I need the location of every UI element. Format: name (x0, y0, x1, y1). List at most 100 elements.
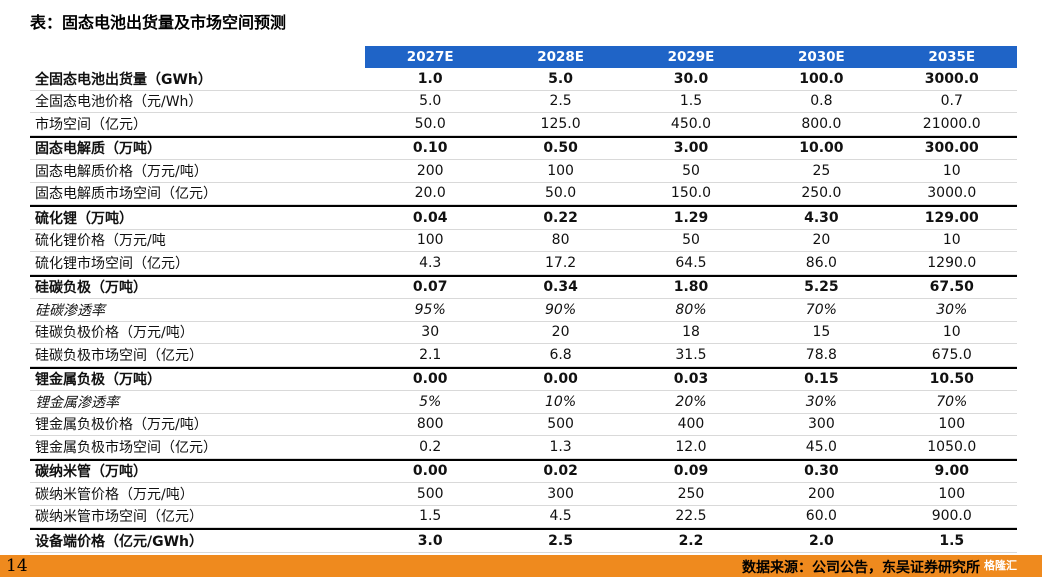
table-cell: 12.0 (675, 438, 707, 455)
table-cell: 400 (677, 416, 705, 433)
table-cell: 10.00 (799, 140, 844, 157)
row-label: 锂金属渗透率 (35, 394, 119, 411)
table-cell: 6.8 (549, 346, 572, 363)
table-cell: 150.0 (670, 185, 712, 202)
table-cell: 500 (416, 485, 444, 502)
table-cell: 5% (419, 393, 442, 410)
table-cell: 70% (936, 393, 968, 410)
table-cell: 450.0 (670, 115, 712, 132)
data-source: 数据来源：公司公告，东吴证券研究所 (742, 560, 980, 576)
table-cell: 9.00 (934, 463, 970, 480)
table-cell: 1.5 (679, 93, 703, 110)
table-cell: 90% (545, 301, 577, 318)
table-cell: 3000.0 (924, 70, 979, 87)
table-cell: 4.5 (549, 508, 572, 525)
table-row: 碳纳米管（万吨） 0.00 0.02 0.09 0.30 9.00 (30, 458, 1017, 483)
table-cell: 0.22 (543, 209, 578, 226)
table-cell: 0.15 (804, 371, 839, 388)
table-cell: 1.80 (673, 279, 709, 296)
table-cell: 64.5 (675, 254, 707, 271)
table-cell: 675.0 (931, 346, 972, 363)
table-cell: 67.50 (929, 279, 974, 296)
table-cell: 0.7 (940, 93, 963, 110)
table-cell: 20% (675, 393, 707, 410)
table-row: 硅碳负极价格（万元/吨） 30 20 18 15 10 (30, 322, 1017, 344)
table-cell: 0.10 (412, 140, 448, 157)
table-cell: 18 (682, 324, 700, 341)
row-label: 碳纳米管（万吨） (35, 464, 147, 481)
table-cell: 30.0 (673, 70, 709, 87)
table-cell: 300.00 (924, 140, 979, 157)
row-label: 硅碳负极（万吨） (35, 280, 147, 297)
table-cell: 95% (414, 301, 446, 318)
table-cell: 10% (545, 393, 577, 410)
table-cell: 100 (938, 416, 966, 433)
table-cell: 0.00 (543, 371, 578, 388)
table-cell: 100 (416, 232, 444, 249)
table-cell: 125.0 (540, 115, 581, 132)
header-year-2027e: 2027E (365, 46, 496, 68)
table-cell: 1.0 (417, 70, 443, 87)
row-label: 全固态电池价格（元/Wh） (35, 94, 203, 111)
table-row: 锂金属负极市场空间（亿元） 0.2 1.3 12.0 45.0 1050.0 (30, 436, 1017, 459)
table-cell: 70% (805, 301, 837, 318)
table-cell: 0.8 (810, 93, 833, 110)
table-cell: 300 (547, 485, 574, 502)
table-cell: 3.00 (673, 140, 709, 157)
table-cell: 10.50 (929, 371, 974, 388)
table-cell: 2.1 (419, 346, 442, 363)
table-row: 硅碳负极市场空间（亿元） 2.1 6.8 31.5 78.8 675.0 (30, 344, 1017, 367)
page-number: 14 (6, 556, 28, 576)
watermark-logo: 格隆汇 (984, 559, 1017, 572)
table-cell: 0.00 (412, 371, 448, 388)
table-cell: 100.0 (799, 70, 844, 87)
table-cell: 22.5 (675, 508, 707, 525)
table-row: 硫化锂市场空间（亿元） 4.3 17.2 64.5 86.0 1290.0 (30, 252, 1017, 275)
table-cell: 2.0 (808, 532, 834, 549)
table-cell: 45.0 (805, 438, 837, 455)
table-cell: 3.0 (417, 532, 443, 549)
row-label: 硅碳负极市场空间（亿元） (35, 347, 203, 364)
table-cell: 50 (682, 162, 700, 179)
row-label: 硫化锂价格（万元/吨 (35, 233, 166, 250)
row-label: 锂金属负极市场空间（亿元） (35, 439, 217, 456)
table-cell: 0.04 (412, 209, 448, 226)
row-label: 全固态电池出货量（GWh） (35, 71, 212, 88)
table-cell: 2.5 (549, 93, 572, 110)
header-label-cell (30, 46, 365, 68)
table-row: 固态电解质市场空间（亿元） 20.0 50.0 150.0 250.0 3000.0 (30, 183, 1017, 205)
table-cell: 78.8 (805, 346, 837, 363)
table-cell: 10 (942, 232, 961, 249)
table-cell: 300 (808, 416, 835, 433)
table-cell: 500 (547, 416, 574, 433)
table-cell: 1290.0 (927, 254, 977, 271)
table-cell: 0.02 (543, 463, 578, 480)
table-cell: 25 (812, 162, 831, 179)
table-cell: 1.5 (419, 508, 442, 525)
row-label: 碳纳米管市场空间（亿元） (35, 509, 203, 526)
table-cell: 5.0 (419, 93, 442, 110)
table-cell: 0.2 (419, 438, 442, 455)
table-row: 硅碳渗透率 95% 90% 80% 70% 30% (30, 299, 1017, 322)
table-cell: 50.0 (545, 185, 577, 202)
table-cell: 5.0 (548, 70, 573, 87)
table-row: 锂金属负极（万吨） 0.00 0.00 0.03 0.15 10.50 (30, 366, 1017, 391)
table-cell: 31.5 (675, 346, 707, 363)
table-cell: 80 (551, 232, 570, 249)
table-cell: 800 (416, 416, 444, 433)
table-cell: 250 (677, 485, 705, 502)
table-cell: 4.3 (419, 254, 442, 271)
table-cell: 10 (942, 162, 961, 179)
header-year-2029e: 2029E (625, 46, 757, 68)
header-year-2028e: 2028E (495, 46, 626, 68)
table-cell: 2.5 (548, 532, 573, 549)
table-cell: 86.0 (805, 254, 837, 271)
table-row: 碳纳米管市场空间（亿元） 1.5 4.5 22.5 60.0 900.0 (30, 506, 1017, 528)
table-cell: 50 (682, 232, 700, 249)
row-label: 锂金属负极价格（万元/吨） (35, 417, 208, 434)
table-cell: 50.0 (414, 115, 446, 132)
row-label: 固态电解质市场空间（亿元） (35, 186, 217, 203)
row-label: 固态电解质（万吨） (35, 141, 161, 158)
table-cell: 1.29 (673, 209, 709, 226)
table-row: 全固态电池出货量（GWh） 1.0 5.0 30.0 100.0 3000.0 (30, 68, 1017, 91)
